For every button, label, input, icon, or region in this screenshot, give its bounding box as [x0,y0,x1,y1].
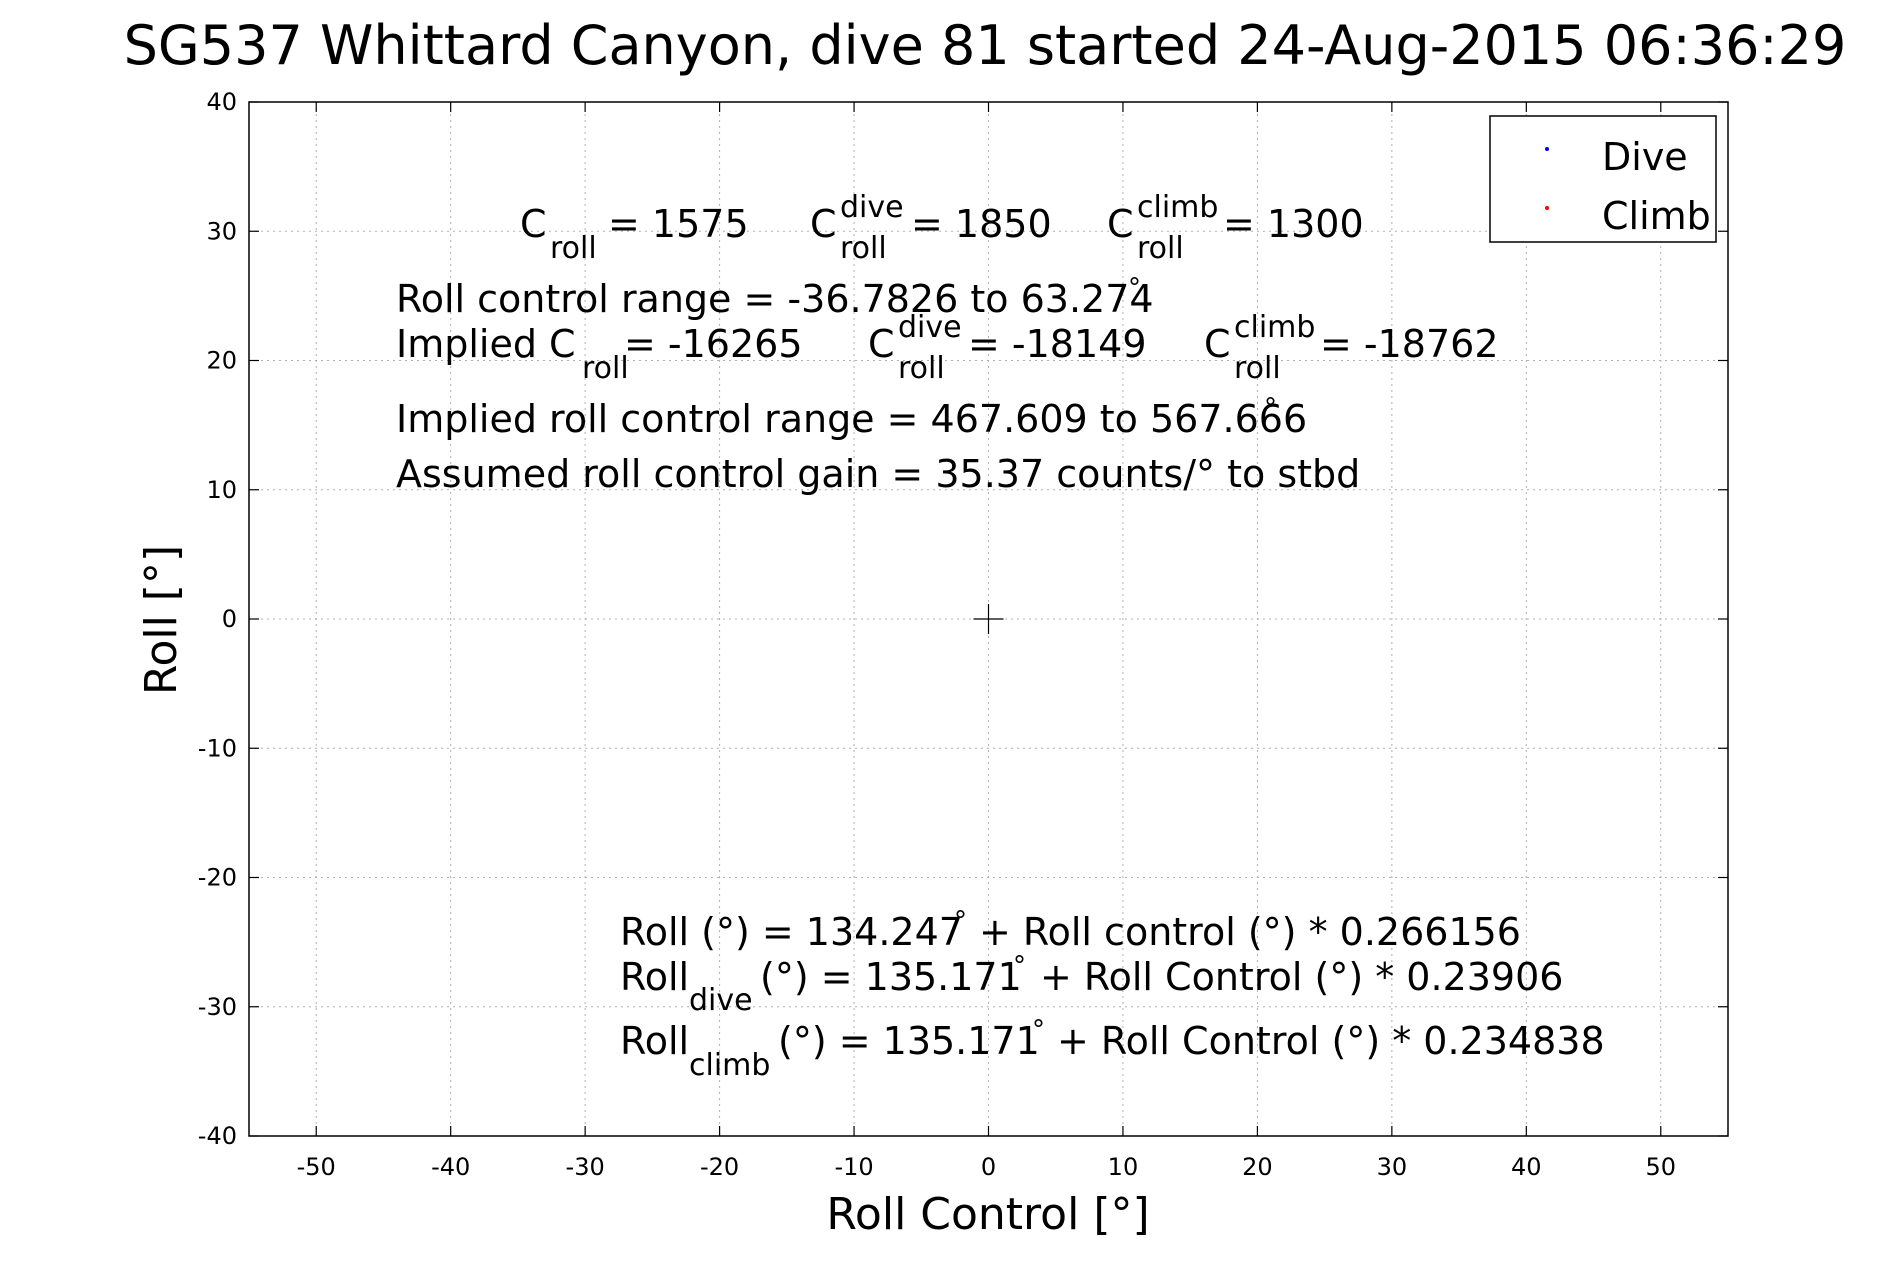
annotation-fit-dive-base: Roll [620,955,689,999]
annotation-implied-c-climb-sub: roll [1234,351,1281,386]
annotation-gain: Assumed roll control gain = 35.37 counts… [396,452,1360,496]
y-axis-label: Roll [°] [136,545,187,695]
y-tick-label: 40 [206,88,237,116]
legend-climb-marker [1545,206,1549,210]
annotation-implied-c-climb-val: = -18762 [1320,322,1499,366]
x-tick-label: -50 [297,1153,336,1181]
annotation-fit-climb-suffix: + Roll Control (°) * 0.234838 [1057,1019,1605,1063]
annotation-c-roll-base: C [520,202,547,246]
x-tick-label: 0 [981,1153,996,1181]
marker-layer [973,604,1004,634]
annotation-c-climb-sup: climb [1137,190,1218,225]
annotation-fit-all-suffix: + Roll control (°) * 0.266156 [979,910,1521,954]
annotation-c-roll-sub: roll [550,231,597,266]
x-tick-label: 40 [1511,1153,1542,1181]
annotation-c-climb-val: = 1300 [1223,202,1364,246]
annotation-implied-c-dive-sup: dive [898,310,962,345]
annotation-c-dive-sub: roll [840,231,887,266]
legend-box [1489,115,1717,243]
annotation-fit-dive-mid: (°) = 135.171 [760,955,1022,999]
annotation-implied-c-roll-sub: roll [582,351,629,386]
annotation-implied-range-degree: ° [1264,393,1277,423]
y-tick-label: -40 [198,1122,237,1150]
x-tick-label: 30 [1377,1153,1408,1181]
chart-title: SG537 Whittard Canyon, dive 81 started 2… [124,14,1847,77]
annotation-roll-range: Roll control range = -36.7826 to 63.274 … [396,273,1154,321]
annotation-c-dive-sup: dive [840,190,904,225]
annotation-implied-c-dive-base: C [868,322,895,366]
annotation-fit-dive-suffix: + Roll Control (°) * 0.23906 [1040,955,1563,999]
y-tick-labels: 40 30 20 10 0 -10 -20 -30 -40 [198,88,237,1150]
tick-layer [249,101,1728,1137]
annotation-fits: Roll (°) = 134.247 ° + Roll control (°) … [620,906,1605,1083]
annotation-c-roll-val: = 1575 [608,202,749,246]
annotation-fit-climb-sub: climb [689,1048,770,1083]
x-tick-label: -20 [700,1153,739,1181]
annotation-c-climb-base: C [1107,202,1134,246]
annotation-fit-climb-base: Roll [620,1019,689,1063]
annotation-c-roll: C [520,202,547,246]
legend-dive-label: Dive [1602,135,1688,179]
annotation-fit-climb-degree: ° [1032,1015,1045,1045]
annotation-fit-climb-mid: (°) = 135.171 [778,1019,1040,1063]
x-tick-label: -10 [834,1153,873,1181]
y-tick-label: 10 [206,476,237,504]
annotation-fit-all-degree: ° [954,906,967,936]
y-tick-label: -20 [198,864,237,892]
legend: Dive Climb [1489,115,1717,243]
annotation-fit-dive-degree: ° [1013,951,1026,981]
annotation-implied-c: Implied C roll = -16265 C dive roll = -1… [396,310,1499,386]
annotation-implied-c-dive-sub: roll [898,351,945,386]
annotation-c-climb-sub: roll [1137,231,1184,266]
annotation-c-values: C roll = 1575 C dive roll = 1850 C climb… [520,190,1364,266]
annotation-fit-dive-sub: dive [689,983,753,1018]
x-tick-label: 10 [1108,1153,1139,1181]
annotation-c-dive-val: = 1850 [911,202,1052,246]
legend-dive-marker [1545,147,1549,151]
plot-frame [248,101,1729,1137]
y-tick-label: -10 [198,734,237,762]
x-tick-label: 20 [1242,1153,1273,1181]
x-tick-label: -30 [566,1153,605,1181]
annotation-roll-range-text: Roll control range = -36.7826 to 63.274 [396,277,1154,321]
y-tick-label: 0 [222,605,237,633]
x-tick-label: 50 [1645,1153,1676,1181]
annotation-roll-range-degree: ° [1128,273,1141,303]
annotation-implied-range: Implied roll control range = 467.609 to … [396,393,1307,441]
x-tick-labels: -50 -40 -30 -20 -10 0 10 20 30 40 50 [297,1153,1676,1181]
annotation-implied-c-prefix: Implied C [396,322,576,366]
annotation-implied-c-climb-sup: climb [1234,310,1315,345]
annotation-implied-c-dive-val: = -18149 [968,322,1147,366]
y-tick-label: -30 [198,993,237,1021]
y-tick-label: 20 [206,347,237,375]
annotation-c-dive-base: C [810,202,837,246]
annotation-implied-range-text: Implied roll control range = 467.609 to … [396,397,1307,441]
legend-climb-label: Climb [1602,194,1711,238]
annotation-implied-c-roll-val: = -16265 [624,322,803,366]
y-tick-label: 30 [206,217,237,245]
x-axis-label: Roll Control [°] [826,1189,1149,1240]
x-tick-label: -40 [431,1153,470,1181]
annotation-implied-c-climb-base: C [1204,322,1231,366]
annotation-fit-all-prefix: Roll (°) = 134.247 [620,910,963,954]
